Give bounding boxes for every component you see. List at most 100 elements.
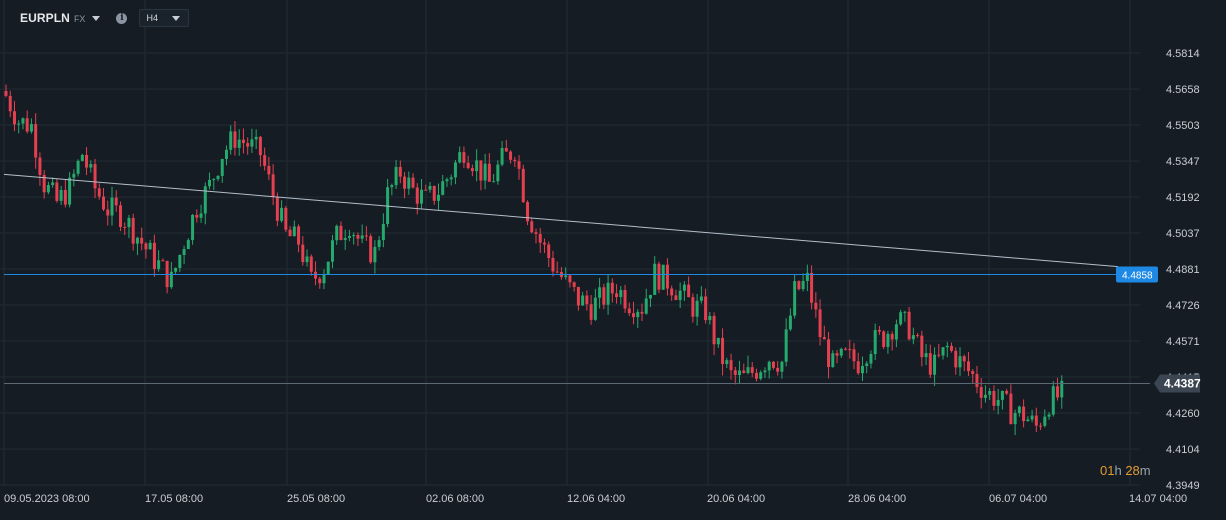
- candle-body: [76, 160, 80, 174]
- candle-body: [59, 189, 63, 201]
- candle-body: [114, 197, 118, 206]
- candle-body: [606, 282, 610, 305]
- candle-body: [504, 148, 508, 152]
- trendline[interactable]: [3, 173, 1119, 268]
- candle-body: [793, 281, 797, 316]
- candle-body: [191, 214, 195, 241]
- candle-body: [390, 185, 394, 188]
- candle-body: [178, 255, 182, 268]
- candle-body: [106, 209, 110, 216]
- candle-body: [538, 233, 542, 243]
- x-axis-tick-label: 17.05 08:00: [145, 493, 203, 505]
- candle-body: [877, 330, 881, 332]
- candle-body: [314, 271, 318, 279]
- candle-body: [343, 238, 347, 240]
- candle-body: [335, 225, 339, 241]
- chart-toolbar: EURPLN FX i H4: [0, 0, 300, 36]
- candle-body: [530, 221, 534, 233]
- y-axis-tick-label: 4.4104: [1166, 444, 1200, 456]
- candle-body: [988, 391, 992, 395]
- candle-body: [420, 189, 424, 204]
- candle-body: [564, 275, 568, 278]
- candle-body: [356, 235, 360, 239]
- candle-body: [21, 118, 25, 124]
- countdown-minutes-unit: m: [1139, 463, 1151, 478]
- candle-body: [186, 240, 190, 250]
- candle-body: [627, 308, 631, 314]
- candle-body: [517, 161, 521, 169]
- symbol-label: EURPLN: [20, 11, 70, 25]
- symbol-selector[interactable]: EURPLN FX: [20, 11, 101, 25]
- candle-body: [924, 353, 928, 358]
- candle-body: [250, 139, 254, 147]
- candle-body: [470, 168, 474, 172]
- candle-body: [436, 194, 440, 201]
- candle-body: [852, 349, 856, 362]
- y-axis-tick-label: 4.5658: [1166, 84, 1200, 96]
- candle-body: [140, 237, 144, 244]
- candle-body: [407, 177, 411, 189]
- candle-body: [144, 243, 148, 250]
- candle-body: [831, 353, 835, 368]
- candle-body: [979, 387, 983, 398]
- candle-body: [704, 296, 708, 321]
- candle-body: [882, 331, 886, 347]
- candle-body: [894, 324, 898, 340]
- candle-body: [712, 315, 716, 345]
- candle-body: [161, 260, 165, 262]
- candle-body: [38, 157, 42, 175]
- y-axis-tick-label: 4.4260: [1166, 408, 1200, 420]
- candle-body: [971, 371, 975, 375]
- candle-body: [280, 207, 284, 221]
- candle-body: [360, 235, 364, 239]
- candle-body: [797, 281, 801, 290]
- candle-body: [369, 236, 373, 263]
- candle-body: [462, 152, 466, 163]
- candle-body: [381, 223, 385, 241]
- x-axis-tick-label: 06.07 04:00: [989, 493, 1047, 505]
- candle-body: [68, 177, 72, 205]
- candle-body: [1047, 414, 1051, 417]
- candle-body: [386, 187, 390, 224]
- candle-body: [1034, 415, 1038, 426]
- market-label: FX: [73, 14, 86, 24]
- candle-body: [975, 374, 979, 388]
- x-axis-tick-label: 02.06 08:00: [426, 493, 484, 505]
- candle-body: [131, 217, 135, 244]
- candle-body: [691, 297, 695, 317]
- candle-body: [8, 95, 12, 112]
- candle-body: [721, 337, 725, 365]
- candle-body: [933, 354, 937, 375]
- candle-body: [644, 298, 648, 314]
- candle-body: [1043, 416, 1047, 426]
- candle-body: [665, 264, 669, 289]
- candle-body: [788, 315, 792, 330]
- y-axis-tick-label: 4.4571: [1166, 336, 1200, 348]
- candle-body: [678, 290, 682, 300]
- candle-body: [241, 139, 245, 144]
- candle-body: [585, 295, 589, 305]
- y-axis-tick-label: 4.4726: [1166, 300, 1200, 312]
- y-axis-tick-label: 4.5037: [1166, 228, 1200, 240]
- candle-body: [394, 166, 398, 186]
- candle-body: [521, 168, 525, 203]
- candle-body: [182, 249, 186, 256]
- candle-body: [102, 196, 106, 210]
- timeframe-selector[interactable]: H4: [139, 9, 189, 27]
- candle-body: [568, 275, 572, 283]
- info-icon[interactable]: i: [116, 12, 128, 24]
- candle-body: [699, 296, 703, 301]
- countdown-hours-unit: h: [1114, 463, 1122, 478]
- candle-body: [873, 330, 877, 355]
- candle-body: [297, 226, 301, 245]
- candle-body: [246, 143, 250, 147]
- candle-body: [860, 366, 864, 374]
- candle-body: [80, 154, 84, 161]
- candle-body: [237, 139, 241, 148]
- y-axis-tick-label: 4.3949: [1166, 480, 1200, 492]
- candle-body: [127, 217, 131, 228]
- candle-body: [445, 179, 449, 182]
- candle-body: [347, 236, 351, 239]
